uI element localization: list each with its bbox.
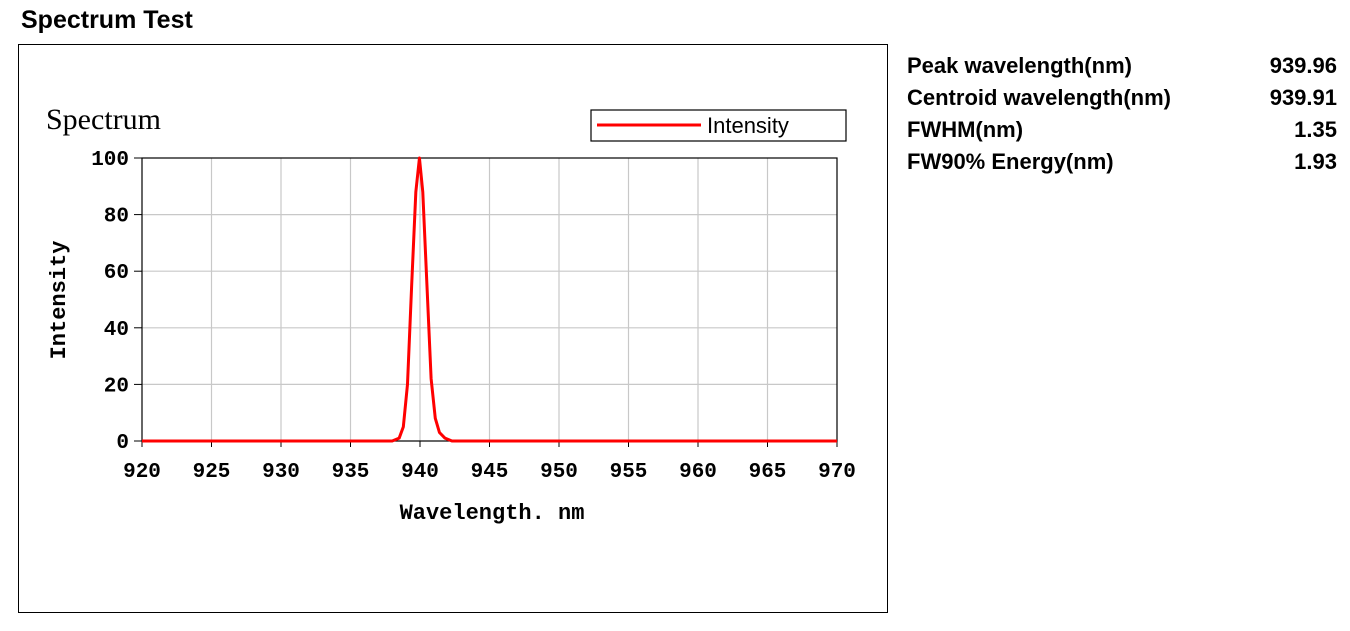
x-tick-label: 965 [749, 461, 787, 484]
legend-label-intensity: Intensity [707, 113, 789, 138]
stat-row-fw90-energy: FW90% Energy(nm) 1.93 [907, 146, 1337, 178]
x-tick-label: 930 [262, 461, 300, 484]
axis-ticks: 920 925 930 935 940 945 950 955 960 965 970 0 20 40 60… [91, 149, 856, 484]
stat-label: Peak wavelength(nm) [907, 53, 1132, 78]
chart-title: Spectrum [46, 103, 161, 136]
x-tick-label: 945 [471, 461, 509, 484]
stat-label: FWHM(nm) [907, 117, 1024, 142]
y-tick-label: 80 [104, 206, 129, 229]
stat-row-peak-wavelength: Peak wavelength(nm) 939.96 [907, 50, 1337, 82]
x-axis-label: Wavelength. nm [400, 501, 585, 526]
spectrum-stats-table: Peak wavelength(nm) 939.96 Centroid wave… [907, 50, 1337, 178]
x-tick-label: 950 [540, 461, 578, 484]
chart-legend: Intensity [590, 109, 847, 142]
stat-label: Centroid wavelength(nm) [907, 85, 1172, 110]
chart-grid [142, 158, 837, 441]
y-tick-label: 60 [104, 262, 129, 285]
spectrum-chart-panel: Spectrum 920 925 930 935 940 945 950 955 960 965 9… [18, 44, 888, 613]
stat-value: 1.35 [1294, 117, 1337, 142]
stat-value: 939.91 [1269, 85, 1337, 110]
x-tick-label: 935 [332, 461, 370, 484]
stat-value: 939.96 [1269, 53, 1337, 78]
x-tick-label: 920 [123, 461, 161, 484]
series-line-intensity [142, 156, 837, 443]
x-tick-label: 940 [401, 461, 439, 484]
y-tick-label: 40 [104, 319, 129, 342]
page-title: Spectrum Test [21, 6, 193, 34]
x-tick-label: 955 [610, 461, 648, 484]
stat-row-fwhm: FWHM(nm) 1.35 [907, 114, 1337, 146]
x-tick-label: 925 [193, 461, 231, 484]
stat-row-centroid-wavelength: Centroid wavelength(nm) 939.91 [907, 82, 1337, 114]
chart-series [142, 156, 837, 443]
y-tick-label: 20 [104, 375, 129, 398]
stat-value: 1.93 [1294, 149, 1337, 174]
y-tick-label: 100 [91, 149, 129, 172]
x-tick-label: 960 [679, 461, 717, 484]
stat-label: FW90% Energy(nm) [907, 149, 1114, 174]
y-axis-label: Intensity [47, 241, 72, 360]
spectrum-chart: Spectrum 920 925 930 935 940 945 950 955 960 965 9… [46, 103, 856, 526]
x-tick-label: 970 [818, 461, 856, 484]
y-tick-label: 0 [116, 432, 129, 455]
